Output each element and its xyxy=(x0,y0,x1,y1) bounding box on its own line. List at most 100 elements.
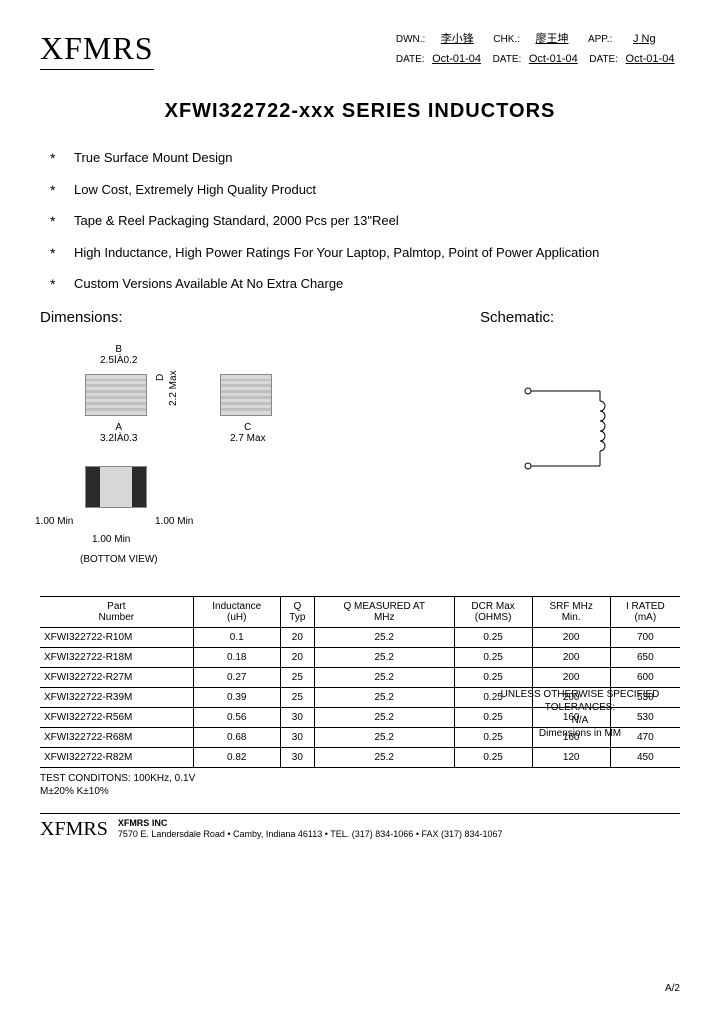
table-header: DCR Max(OHMS) xyxy=(454,596,532,627)
inductor-side-view-icon xyxy=(85,374,147,416)
table-cell: 0.82 xyxy=(193,747,280,767)
table-row: XFWI322722-R27M0.272525.20.25200600 xyxy=(40,667,680,687)
table-cell: 0.25 xyxy=(454,667,532,687)
table-header: QTyp xyxy=(280,596,314,627)
table-cell: XFWI322722-R18M xyxy=(40,647,193,667)
page-title: XFWI322722-xxx SERIES INDUCTORS xyxy=(40,100,680,123)
company-logo: XFMRS xyxy=(40,30,154,70)
table-row: XFWI322722-R18M0.182025.20.25200650 xyxy=(40,647,680,667)
table-cell: XFWI322722-R10M xyxy=(40,627,193,647)
table-cell: 0.1 xyxy=(193,627,280,647)
date1-label: DATE: xyxy=(396,51,425,69)
table-cell: XFWI322722-R56M xyxy=(40,707,193,727)
table-cell: 0.27 xyxy=(193,667,280,687)
feature-item: High Inductance, High Power Ratings For … xyxy=(50,243,680,263)
dim-A-label: A xyxy=(100,422,137,433)
dim-C-label: C xyxy=(230,422,266,433)
footer-company-name: XFMRS INC xyxy=(118,818,503,830)
table-header: PartNumber xyxy=(40,596,193,627)
table-cell: 650 xyxy=(610,647,680,667)
table-header: SRF MHzMin. xyxy=(532,596,610,627)
table-cell: 25 xyxy=(280,667,314,687)
table-row: XFWI322722-R10M0.12025.20.25200700 xyxy=(40,627,680,647)
inductor-bottom-view-icon xyxy=(85,466,147,508)
table-cell: 0.56 xyxy=(193,707,280,727)
chk-val: 廖王坤 xyxy=(522,30,582,50)
table-cell: 25 xyxy=(280,687,314,707)
feature-item: Low Cost, Extremely High Quality Product xyxy=(50,180,680,200)
test-cond-l1: TEST CONDITONS: 100KHz, 0.1V xyxy=(40,772,680,785)
footer-logo: XFMRS xyxy=(40,818,108,841)
dim-B-label: B xyxy=(100,344,137,355)
table-cell: 25.2 xyxy=(314,727,454,747)
table-cell: 0.18 xyxy=(193,647,280,667)
tol-l4: Dimensions in MM xyxy=(490,727,670,740)
table-cell: 600 xyxy=(610,667,680,687)
table-cell: 25.2 xyxy=(314,747,454,767)
table-header: I RATED(mA) xyxy=(610,596,680,627)
table-header: Inductance(uH) xyxy=(193,596,280,627)
table-cell: 0.25 xyxy=(454,747,532,767)
table-cell: 0.68 xyxy=(193,727,280,747)
table-row: XFWI322722-R82M0.823025.20.25120450 xyxy=(40,747,680,767)
dim-D-label: D xyxy=(155,373,166,380)
feature-item: Custom Versions Available At No Extra Ch… xyxy=(50,274,680,294)
table-cell: 20 xyxy=(280,627,314,647)
test-cond-l2: M±20% K±10% xyxy=(40,785,680,798)
table-cell: 0.39 xyxy=(193,687,280,707)
dwn-val: 李小锋 xyxy=(427,30,487,50)
dwn-label: DWN.: xyxy=(396,31,425,49)
table-cell: XFWI322722-R39M xyxy=(40,687,193,707)
table-cell: 30 xyxy=(280,727,314,747)
tol-l2: TOLERANCES: xyxy=(490,701,670,714)
chk-label: CHK.: xyxy=(493,31,520,49)
date2-label: DATE: xyxy=(493,51,522,69)
footer-divider xyxy=(40,813,680,814)
dim-B-val: 2.5ⅠÀ0.2 xyxy=(100,355,137,366)
table-header: Q MEASURED ATMHz xyxy=(314,596,454,627)
dim-A-val: 3.2ⅠÀ0.3 xyxy=(100,433,137,444)
date3-label: DATE: xyxy=(589,51,618,69)
table-cell: 0.25 xyxy=(454,647,532,667)
tol-l3: N/A xyxy=(490,714,670,727)
table-cell: XFWI322722-R68M xyxy=(40,727,193,747)
table-cell: 25.2 xyxy=(314,707,454,727)
dimensions-title: Dimensions: xyxy=(40,309,420,326)
schematic-title: Schematic: xyxy=(480,309,680,326)
table-cell: 25.2 xyxy=(314,667,454,687)
table-cell: 25.2 xyxy=(314,647,454,667)
dim-min-left: 1.00 Min xyxy=(35,516,73,527)
table-cell: 30 xyxy=(280,747,314,767)
table-cell: 200 xyxy=(532,627,610,647)
app-label: APP.: xyxy=(588,31,612,49)
approval-block: DWN.:李小锋 CHK.:廖王坤 APP.:J Ng DATE:Oct-01-… xyxy=(396,30,680,70)
app-val: J Ng xyxy=(614,30,674,50)
test-conditions: TEST CONDITONS: 100KHz, 0.1V M±20% K±10% xyxy=(40,772,680,798)
table-cell: 25.2 xyxy=(314,687,454,707)
date3-val: Oct-01-04 xyxy=(620,50,680,70)
date2-val: Oct-01-04 xyxy=(523,50,583,70)
tol-l1: UNLESS OTHERWISE SPECIFIED xyxy=(490,688,670,701)
footer-address: 7570 E. Landersdale Road • Camby, Indian… xyxy=(118,829,503,841)
table-cell: 200 xyxy=(532,647,610,667)
inductor-front-view-icon xyxy=(220,374,272,416)
table-cell: 30 xyxy=(280,707,314,727)
table-cell: 450 xyxy=(610,747,680,767)
date1-val: Oct-01-04 xyxy=(427,50,487,70)
dimensions-figure: B 2.5ⅠÀ0.2 D 2.2 Max A 3.2ⅠÀ0.3 C 2.7 Ma… xyxy=(40,336,420,586)
schematic-icon xyxy=(520,376,640,486)
feature-item: True Surface Mount Design xyxy=(50,148,680,168)
dim-min-mid: 1.00 Min xyxy=(92,534,130,545)
table-cell: 200 xyxy=(532,667,610,687)
table-cell: 0.25 xyxy=(454,627,532,647)
spec-table: PartNumberInductance(uH)QTypQ MEASURED A… xyxy=(40,596,680,768)
table-cell: 120 xyxy=(532,747,610,767)
bottom-view-label: (BOTTOM VIEW) xyxy=(80,554,158,565)
table-cell: XFWI322722-R82M xyxy=(40,747,193,767)
table-cell: 25.2 xyxy=(314,627,454,647)
feature-list: True Surface Mount Design Low Cost, Extr… xyxy=(40,148,680,294)
table-cell: XFWI322722-R27M xyxy=(40,667,193,687)
dim-min-right: 1.00 Min xyxy=(155,516,193,527)
page-number: A/2 xyxy=(665,983,680,994)
tolerance-note: UNLESS OTHERWISE SPECIFIED TOLERANCES: N… xyxy=(490,688,670,740)
